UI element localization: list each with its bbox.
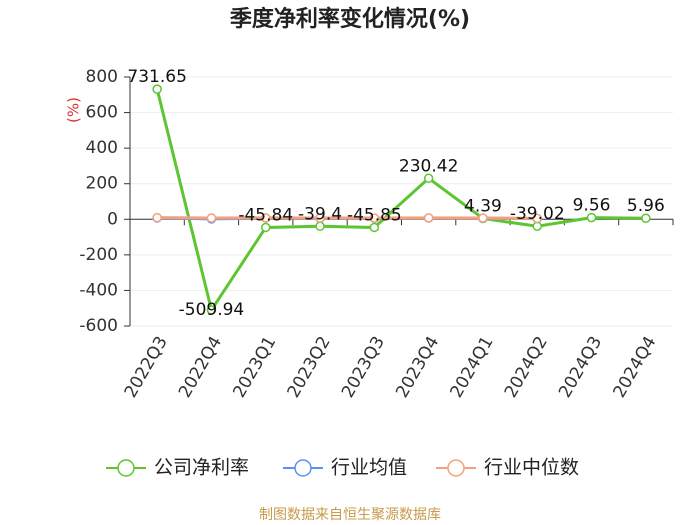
- point: [532, 213, 542, 224]
- x-tick-label: 2024Q2: [501, 333, 552, 401]
- point: [152, 84, 162, 94]
- data-label: 731.65: [127, 67, 186, 87]
- point: [423, 213, 434, 223]
- series-line: [157, 216, 538, 220]
- x-tick-label: 2022Q3: [121, 333, 172, 401]
- y-tick-label: -600: [79, 316, 118, 336]
- chart-title: 季度净利率变化情况(%): [230, 6, 470, 32]
- y-tick-label: 800: [86, 67, 118, 87]
- y-tick-label: -400: [79, 280, 118, 300]
- point: [586, 212, 597, 223]
- legend-label: 行业中位数: [484, 457, 579, 479]
- point: [369, 213, 380, 223]
- data-label: -39.02: [510, 204, 565, 224]
- x-tick-label: 2024Q3: [555, 333, 606, 401]
- y-tick-label: -200: [79, 245, 118, 265]
- point: [261, 213, 271, 223]
- data-label: 230.42: [399, 156, 458, 176]
- point: [641, 213, 651, 223]
- legend-marker: [447, 459, 465, 477]
- y-axis-label: (%): [65, 97, 83, 123]
- data-label: -45.84: [238, 205, 293, 225]
- point: [423, 173, 434, 184]
- data-label: 4.39: [464, 197, 502, 217]
- series-line: [155, 88, 646, 314]
- data-label: -509.94: [179, 300, 245, 320]
- data-label: -45.85: [347, 205, 402, 225]
- point: [206, 305, 217, 315]
- y-tick-label: 600: [86, 103, 118, 123]
- source-note: 制图数据来自恒生聚源数据库: [259, 507, 441, 523]
- x-tick-label: 2023Q1: [229, 333, 280, 401]
- point: [478, 213, 488, 223]
- data-label: -39.4: [298, 204, 342, 224]
- legend-label: 行业均值: [331, 457, 407, 479]
- point: [369, 222, 380, 233]
- y-tick-label: 0: [107, 209, 118, 229]
- legend-marker: [117, 459, 135, 477]
- point: [261, 222, 271, 233]
- data-label: 5.96: [627, 196, 665, 216]
- point: [315, 213, 325, 223]
- legend-marker: [294, 459, 312, 477]
- x-tick-label: 2023Q3: [338, 333, 389, 401]
- legend-label: 公司净利率: [154, 457, 249, 479]
- legend-item: 行业均值: [283, 457, 407, 479]
- x-tick-label: 2024Q1: [447, 333, 498, 401]
- legend-item: 行业中位数: [436, 457, 579, 479]
- point: [206, 213, 217, 223]
- y-tick-label: 400: [86, 138, 118, 158]
- x-tick-label: 2024Q4: [609, 333, 660, 401]
- x-tick-label: 2023Q2: [284, 333, 335, 401]
- x-tick-label: 2023Q4: [392, 333, 443, 401]
- x-tick-label: 2022Q4: [175, 333, 226, 401]
- y-tick-label: 200: [86, 174, 118, 194]
- point: [152, 212, 162, 223]
- data-label: 9.56: [573, 196, 611, 216]
- legend-item: 公司净利率: [106, 457, 249, 479]
